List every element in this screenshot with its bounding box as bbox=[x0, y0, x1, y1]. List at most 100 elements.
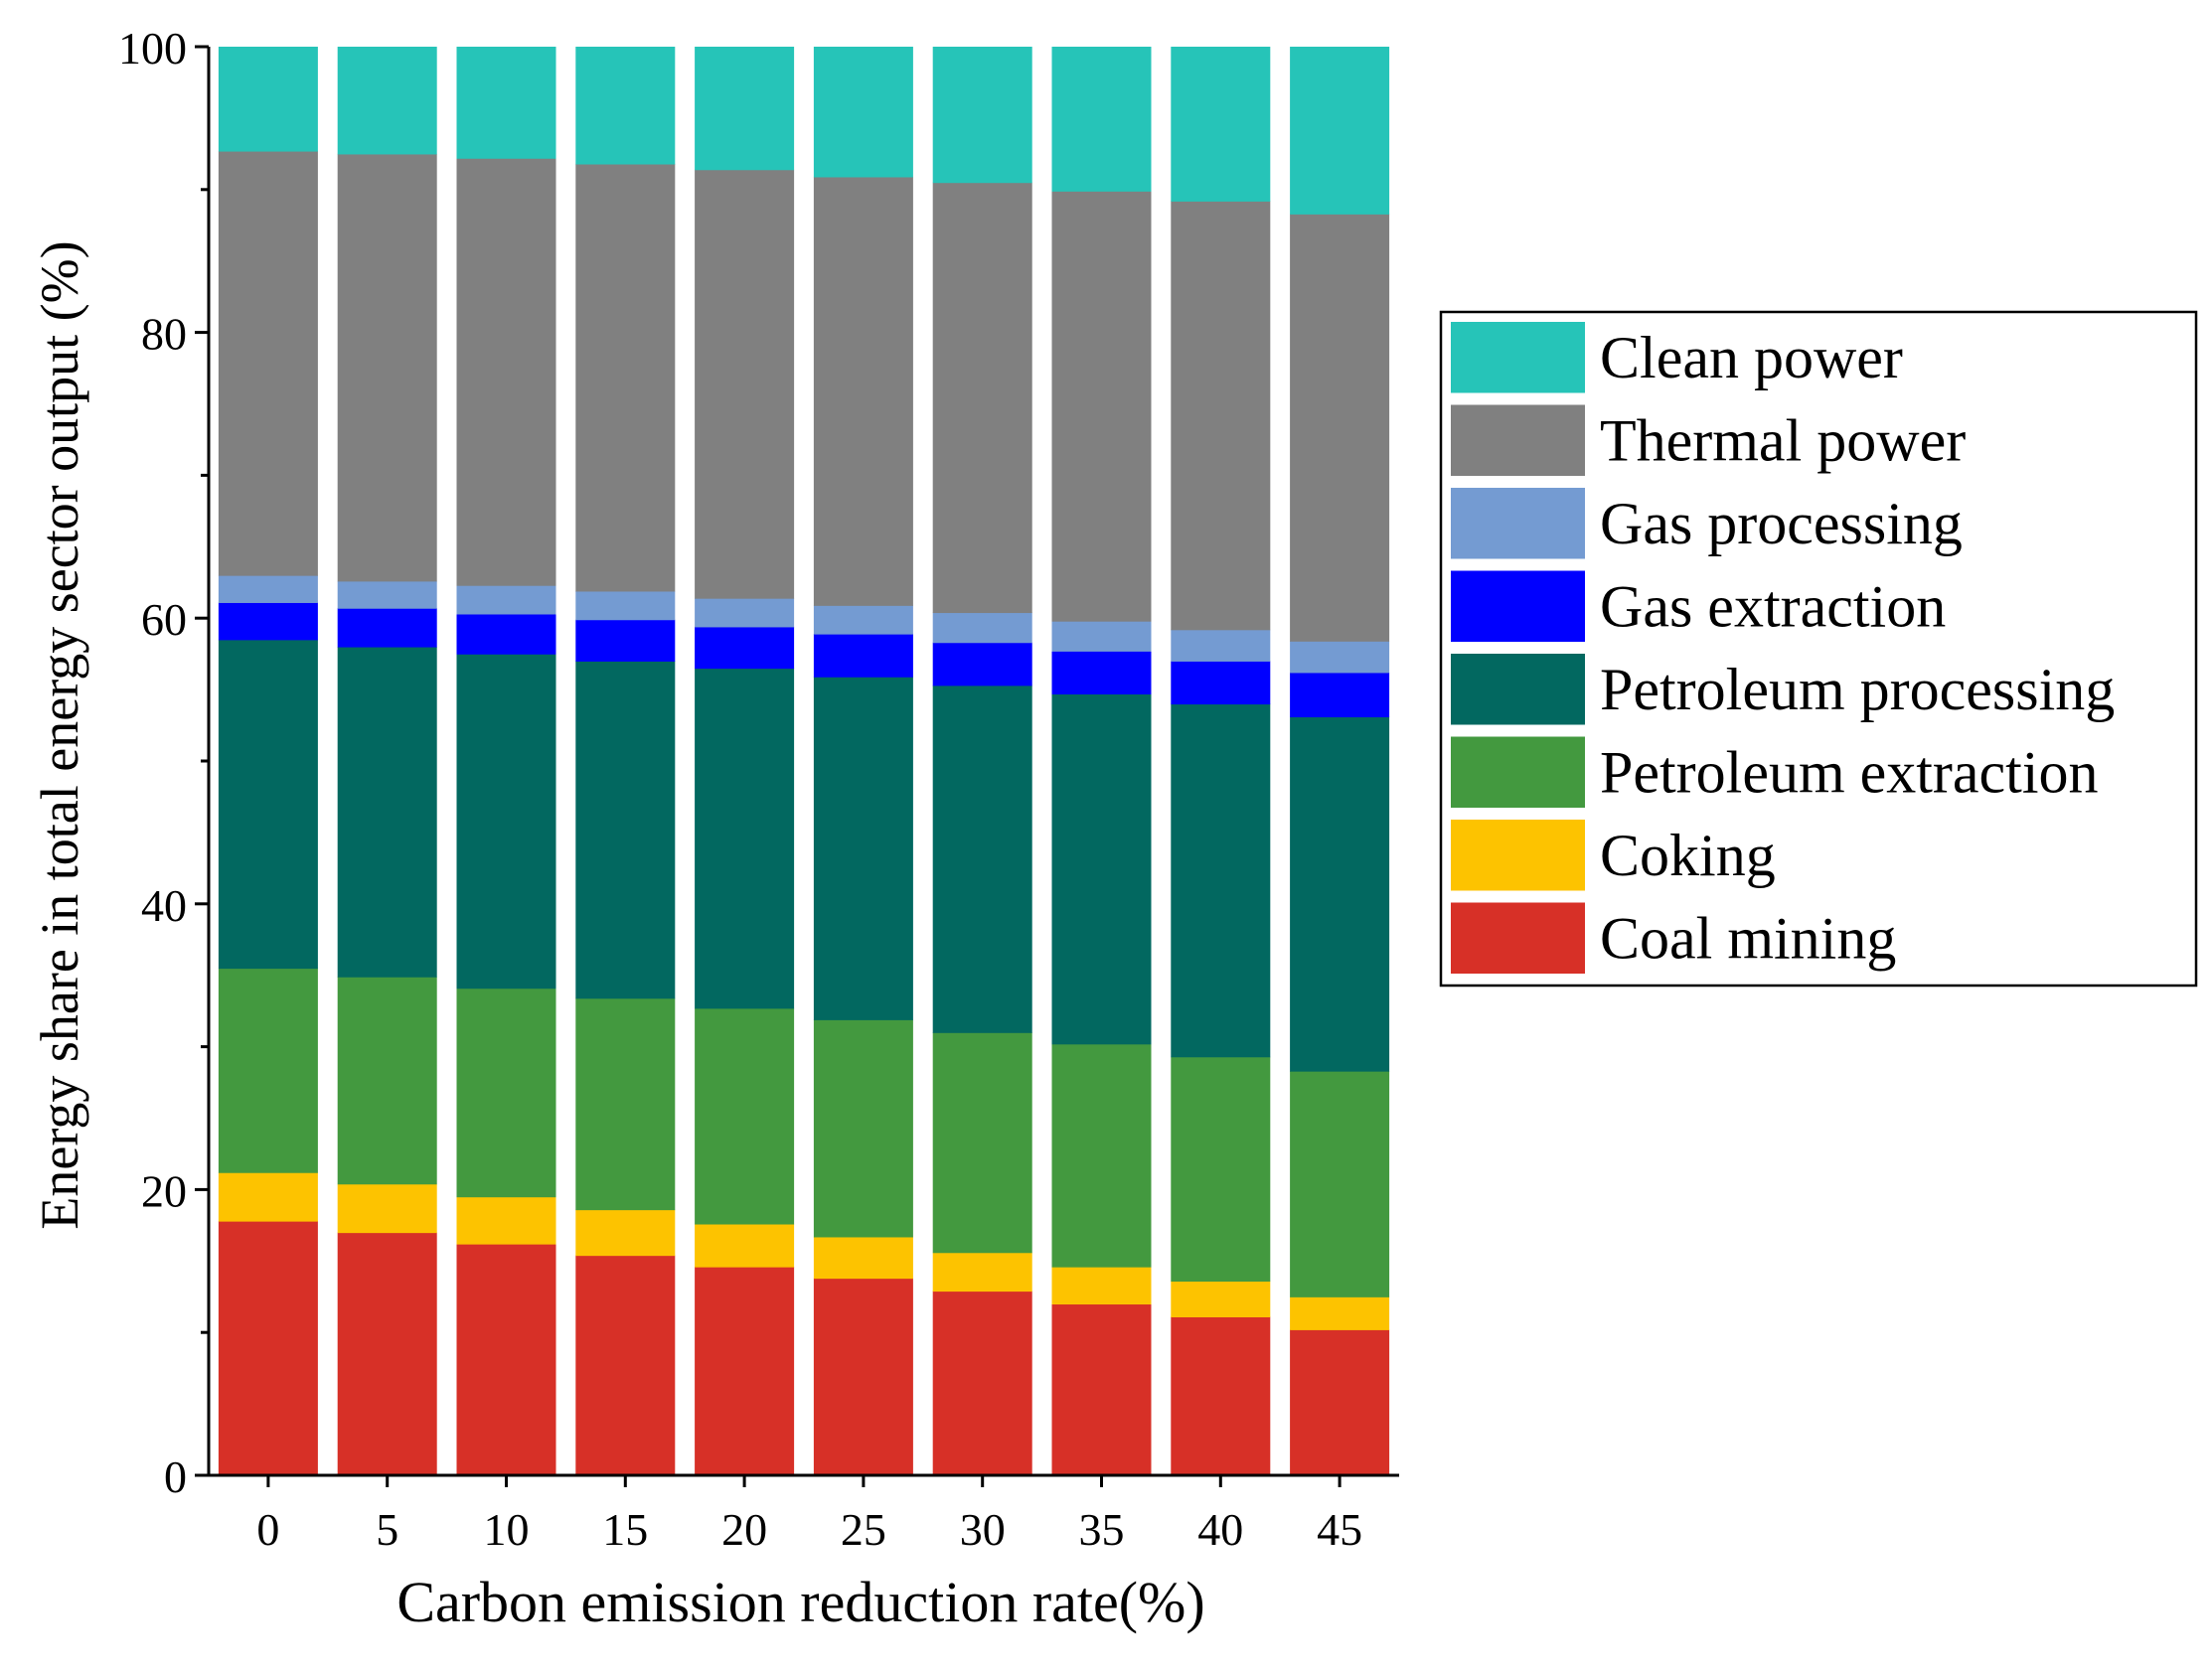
bar-segment-coking-40 bbox=[1171, 1281, 1271, 1317]
bar-segment-petroleum-processing-10 bbox=[456, 654, 556, 989]
y-tick-label: 100 bbox=[118, 23, 187, 74]
bar-segment-petroleum-processing-15 bbox=[575, 661, 676, 999]
bar-segment-coal-mining-5 bbox=[337, 1232, 437, 1476]
bar-segment-gas-processing-25 bbox=[813, 605, 913, 635]
bar-segment-thermal-power-35 bbox=[1051, 191, 1152, 622]
bar-segment-gas-extraction-30 bbox=[932, 642, 1032, 686]
legend-label-clean-power: Clean power bbox=[1600, 325, 1903, 390]
bar-segment-gas-processing-35 bbox=[1051, 621, 1152, 652]
bar-segment-coal-mining-40 bbox=[1171, 1316, 1271, 1476]
bar-segment-petroleum-extraction-25 bbox=[813, 1019, 913, 1238]
bar-segment-clean-power-15 bbox=[575, 47, 676, 165]
bar-segment-clean-power-20 bbox=[695, 47, 795, 171]
bar-segment-petroleum-extraction-5 bbox=[337, 977, 437, 1185]
bar-segment-petroleum-extraction-30 bbox=[932, 1032, 1032, 1254]
bar-segment-thermal-power-15 bbox=[575, 163, 676, 592]
bar-segment-coking-25 bbox=[813, 1236, 913, 1280]
bar-segment-petroleum-extraction-10 bbox=[456, 988, 556, 1198]
bar-segment-petroleum-extraction-0 bbox=[218, 968, 318, 1173]
legend-label-coal-mining: Coal mining bbox=[1600, 906, 1896, 972]
bar-segment-coking-10 bbox=[456, 1196, 556, 1245]
bar-segment-gas-extraction-25 bbox=[813, 634, 913, 678]
bar-segment-coking-15 bbox=[575, 1209, 676, 1257]
bar-segment-clean-power-35 bbox=[1051, 47, 1152, 192]
bar-segment-clean-power-0 bbox=[218, 47, 318, 152]
bar-segment-petroleum-processing-30 bbox=[932, 685, 1032, 1033]
legend-swatch-gas-processing bbox=[1451, 488, 1585, 559]
y-tick-label: 20 bbox=[141, 1165, 187, 1216]
bar-segment-coking-35 bbox=[1051, 1267, 1152, 1305]
bar-segment-thermal-power-0 bbox=[218, 150, 318, 576]
bar-segment-coal-mining-25 bbox=[813, 1278, 913, 1476]
legend: Clean power Thermal power Gas processing Ga… bbox=[1439, 310, 2198, 988]
legend-label-thermal-power: Thermal power bbox=[1600, 408, 1966, 474]
legend-label-petroleum-processing: Petroleum processing bbox=[1600, 657, 2115, 722]
x-tick-label: 45 bbox=[1317, 1504, 1362, 1555]
bar-segment-thermal-power-10 bbox=[456, 158, 556, 586]
bar-segment-gas-extraction-15 bbox=[575, 619, 676, 662]
legend-swatch-coking bbox=[1451, 820, 1585, 891]
bar-segment-gas-extraction-20 bbox=[695, 626, 795, 670]
bar-segment-coking-20 bbox=[695, 1223, 795, 1268]
y-axis-title: Energy share in total energy sector outp… bbox=[30, 240, 89, 1229]
bar-segment-thermal-power-45 bbox=[1290, 214, 1390, 642]
bar-segment-thermal-power-25 bbox=[813, 176, 913, 606]
bar-segment-thermal-power-20 bbox=[695, 169, 795, 599]
bar-segment-petroleum-extraction-40 bbox=[1171, 1056, 1271, 1283]
legend-label-coking: Coking bbox=[1600, 823, 1776, 888]
bar-segment-gas-processing-15 bbox=[575, 590, 676, 621]
bar-segment-gas-extraction-40 bbox=[1171, 661, 1271, 705]
bar-segment-gas-processing-20 bbox=[695, 598, 795, 628]
bar-segment-coal-mining-10 bbox=[456, 1244, 556, 1476]
legend-label-gas-processing: Gas processing bbox=[1600, 491, 1963, 556]
bar-segment-coal-mining-20 bbox=[695, 1267, 795, 1476]
bar-segment-petroleum-processing-0 bbox=[218, 639, 318, 970]
legend-label-gas-extraction: Gas extraction bbox=[1600, 574, 1946, 640]
y-tick-label: 80 bbox=[141, 309, 187, 360]
y-tick-label: 40 bbox=[141, 880, 187, 931]
bar-segment-petroleum-processing-25 bbox=[813, 677, 913, 1020]
bar-segment-coal-mining-30 bbox=[932, 1291, 1032, 1476]
x-tick-label: 30 bbox=[960, 1504, 1006, 1555]
bar-segment-petroleum-extraction-45 bbox=[1290, 1071, 1390, 1297]
bar-segment-gas-processing-5 bbox=[337, 580, 437, 609]
legend-swatch-gas-extraction bbox=[1451, 570, 1585, 642]
x-tick-label: 20 bbox=[721, 1504, 767, 1555]
bar-segment-petroleum-extraction-15 bbox=[575, 997, 676, 1211]
bar-segment-petroleum-processing-45 bbox=[1290, 716, 1390, 1072]
legend-swatch-thermal-power bbox=[1451, 404, 1585, 476]
bar-segment-thermal-power-5 bbox=[337, 153, 437, 582]
x-tick-label: 25 bbox=[841, 1504, 886, 1555]
x-tick-labels: 0 5 10 15 20 25 30 35 40 45 bbox=[256, 1504, 1362, 1555]
legend-swatch-petroleum-processing bbox=[1451, 654, 1585, 725]
x-tick-label: 35 bbox=[1079, 1504, 1125, 1555]
bar-segment-gas-processing-45 bbox=[1290, 641, 1390, 674]
x-tick-label: 15 bbox=[602, 1504, 648, 1555]
axes-layer bbox=[195, 45, 1399, 1487]
bar-segment-coking-45 bbox=[1290, 1296, 1390, 1330]
x-tick-label: 0 bbox=[256, 1504, 279, 1555]
bar-segment-coal-mining-35 bbox=[1051, 1303, 1152, 1476]
y-tick-labels: 0 20 40 60 80 100 bbox=[118, 23, 187, 1502]
bar-segment-clean-power-25 bbox=[813, 47, 913, 178]
bar-segment-gas-extraction-10 bbox=[456, 613, 556, 655]
y-tick-label: 0 bbox=[164, 1451, 187, 1502]
legend-swatch-coal-mining bbox=[1451, 902, 1585, 974]
x-tick-label: 40 bbox=[1197, 1504, 1243, 1555]
x-tick-label: 5 bbox=[376, 1504, 398, 1555]
bar-segment-clean-power-30 bbox=[932, 47, 1032, 184]
x-axis-title: Carbon emission reduction rate(%) bbox=[396, 1570, 1204, 1634]
bar-segment-gas-processing-30 bbox=[932, 612, 1032, 644]
bar-segment-petroleum-processing-20 bbox=[695, 668, 795, 1009]
bar-segment-petroleum-extraction-35 bbox=[1051, 1043, 1152, 1268]
bar-segment-coal-mining-45 bbox=[1290, 1329, 1390, 1476]
x-tick-label: 10 bbox=[484, 1504, 530, 1555]
bar-segment-gas-extraction-35 bbox=[1051, 651, 1152, 695]
bar-segment-gas-processing-0 bbox=[218, 575, 318, 603]
bar-segment-gas-extraction-5 bbox=[337, 608, 437, 648]
bar-segment-gas-extraction-45 bbox=[1290, 672, 1390, 718]
bar-segment-gas-processing-40 bbox=[1171, 629, 1271, 662]
bar-segment-coking-30 bbox=[932, 1252, 1032, 1293]
bar-segment-clean-power-10 bbox=[456, 47, 556, 159]
